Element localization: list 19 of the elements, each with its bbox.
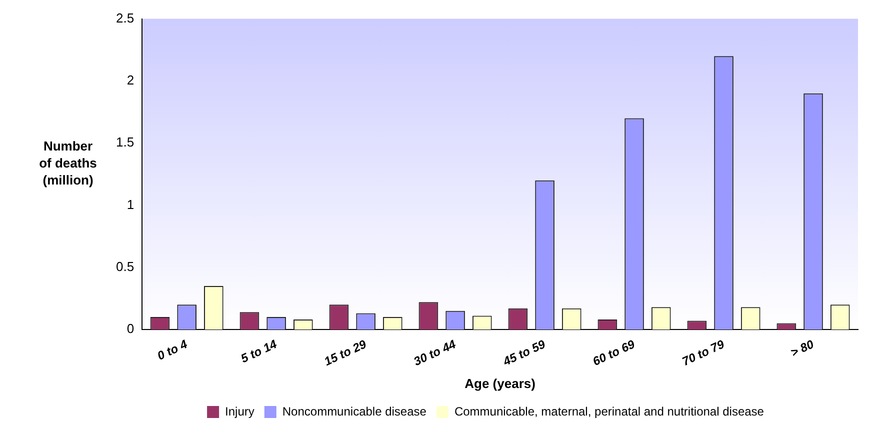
x-tick-label: 5 to 14: [238, 336, 280, 366]
x-axis-title: Age (years): [464, 376, 536, 391]
y-tick-label: 0: [126, 321, 134, 336]
x-tick-label: 60 to 69: [590, 336, 638, 369]
x-tick-label: 70 to 79: [680, 336, 727, 369]
x-tick-label: 30 to 44: [412, 336, 458, 369]
legend-label: Communicable, maternal, perinatal and nutritional disease: [454, 404, 764, 418]
legend-label: Noncommunicable disease: [282, 404, 427, 418]
y-axis-title: Number of deaths (million): [39, 138, 97, 188]
x-tick-label: 15 to 29: [322, 336, 369, 369]
y-tick-label: 1: [126, 196, 134, 212]
y-tick-label: 2: [126, 72, 134, 88]
x-tick-label: > 80: [788, 336, 816, 360]
x-tick-label: 45 to 59: [500, 336, 548, 370]
x-tick-label: 0 to 4: [155, 336, 190, 363]
y-tick-label: 1.5: [116, 134, 134, 150]
legend-label: Injury: [225, 404, 254, 418]
y-tick-label: 2.5: [116, 10, 134, 26]
y-tick-label: 0.5: [116, 258, 134, 274]
